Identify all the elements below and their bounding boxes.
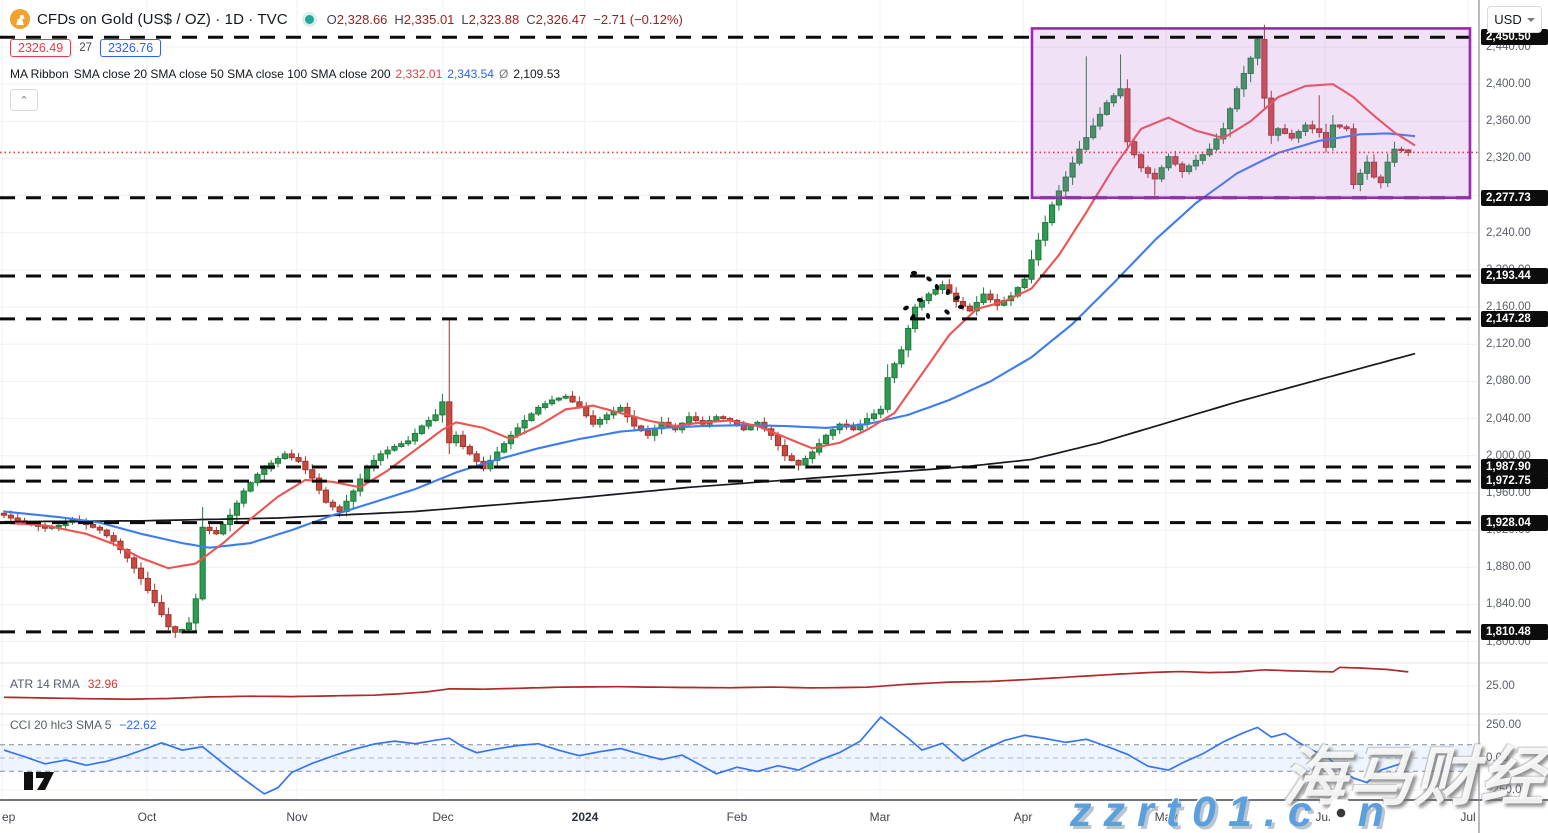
price-tick-label: 2,360.00 — [1486, 115, 1531, 128]
sma200-value: 2,109.53 — [513, 67, 561, 81]
ma-ribbon-params: SMA close 20 SMA close 50 SMA close 100 … — [73, 67, 391, 81]
price-level-chip: 1,972.75 — [1481, 473, 1548, 490]
collapse-chevron-icon: ⌃ — [19, 94, 29, 107]
atr-value: 32.96 — [87, 677, 118, 691]
time-tick-label: Apr — [1013, 810, 1033, 824]
low-value: 2,323.88 — [468, 11, 520, 27]
high-label: H — [394, 11, 404, 27]
time-tick-label: Mar — [869, 810, 891, 824]
chart-legend: CFDs on Gold (US$ / OZ) · 1D · TVC O2,32… — [10, 8, 683, 111]
currency-selector[interactable]: USD — [1487, 6, 1542, 33]
close-label: C — [526, 11, 536, 27]
time-tick-label: Oct — [137, 810, 157, 824]
spread-value: 27 — [79, 41, 92, 54]
open-label: O — [326, 11, 337, 27]
buy-button[interactable]: 2326.76 — [99, 38, 162, 57]
price-tick-label: 2,320.00 — [1486, 152, 1531, 165]
cci-value: −22.62 — [119, 718, 157, 732]
symbol-title[interactable]: CFDs on Gold (US$ / OZ) · 1D · TVC — [37, 10, 288, 28]
open-value: 2,328.66 — [336, 11, 388, 27]
high-value: 2,335.01 — [403, 11, 455, 27]
price-tick-label: 2,000.00 — [1486, 449, 1531, 462]
time-tick-label: 2024 — [571, 810, 599, 824]
price-tick-label: 2,120.00 — [1486, 338, 1531, 351]
sell-button[interactable]: 2326.49 — [10, 38, 72, 57]
atr-legend[interactable]: ATR 14 RMA 32.96 — [10, 677, 118, 691]
price-level-chip: 2,193.44 — [1481, 268, 1548, 285]
symbol-row[interactable]: CFDs on Gold (US$ / OZ) · 1D · TVC O2,32… — [10, 8, 683, 30]
price-tick-label: 2,160.00 — [1486, 301, 1531, 314]
price-tick-label: 1,960.00 — [1486, 486, 1531, 499]
time-tick-label: Jun — [1315, 810, 1335, 824]
sma20-value: 2,332.01 — [395, 67, 443, 81]
currency-label: USD — [1494, 12, 1522, 27]
time-tick-label: Jul — [1460, 810, 1476, 824]
sma50-value: 2,343.54 — [447, 67, 494, 81]
indicator-tick-label: 25.00 — [1486, 680, 1515, 692]
price-level-chip: 2,277.73 — [1481, 189, 1548, 206]
indicator-tick-label: 250.00 — [1486, 719, 1522, 731]
sma100-value: Ø — [498, 67, 509, 81]
indicator-tick-label: −250.00 — [1486, 784, 1528, 796]
atr-label: ATR 14 RMA — [10, 677, 80, 691]
time-tick-label: Dec — [432, 810, 454, 824]
price-tick-label: 2,040.00 — [1486, 412, 1531, 425]
low-label: L — [461, 11, 469, 27]
price-tick-label: 1,840.00 — [1486, 598, 1531, 611]
price-tick-label: 2,240.00 — [1486, 226, 1531, 239]
time-tick-label: Feb — [726, 810, 748, 824]
tradingview-logo[interactable] — [24, 770, 58, 792]
cci-legend[interactable]: CCI 20 hlc3 SMA 5 −22.62 — [10, 718, 156, 732]
time-tick-label: ep — [2, 810, 16, 824]
ohlc-values: O2,328.66 H2,335.01 L2,323.88 C2,326.47 … — [327, 12, 683, 27]
gold-icon — [10, 9, 30, 29]
market-status-icon[interactable] — [304, 14, 314, 24]
ma-ribbon-label: MA Ribbon — [10, 67, 69, 81]
price-tick-label: 2,080.00 — [1486, 375, 1531, 388]
change-value: −2.71 (−0.12%) — [593, 11, 683, 27]
collapse-legend-button[interactable]: ⌃ — [10, 89, 38, 111]
price-tick-label: 2,400.00 — [1486, 78, 1531, 91]
price-level-chip: 2,147.28 — [1481, 310, 1548, 327]
cci-label: CCI 20 hlc3 SMA 5 — [10, 718, 112, 732]
price-level-chip: 1,810.48 — [1481, 623, 1548, 640]
price-tick-label: 1,880.00 — [1486, 561, 1531, 574]
time-tick-label: Nov — [286, 810, 308, 824]
price-level-chip: 2,450.50 — [1481, 29, 1548, 46]
chevron-down-icon — [1526, 17, 1535, 22]
bid-ask-row: 2326.49 27 2326.76 — [10, 37, 683, 58]
time-tick-label: May — [1154, 810, 1178, 824]
price-level-chip: 1,987.90 — [1481, 459, 1548, 475]
price-level-chip: 1,928.04 — [1481, 514, 1548, 531]
indicator-tick-label: 0.00 — [1486, 752, 1509, 764]
ma-ribbon-legend[interactable]: MA Ribbon SMA close 20 SMA close 50 SMA … — [10, 67, 683, 81]
close-value: 2,326.47 — [535, 11, 587, 27]
